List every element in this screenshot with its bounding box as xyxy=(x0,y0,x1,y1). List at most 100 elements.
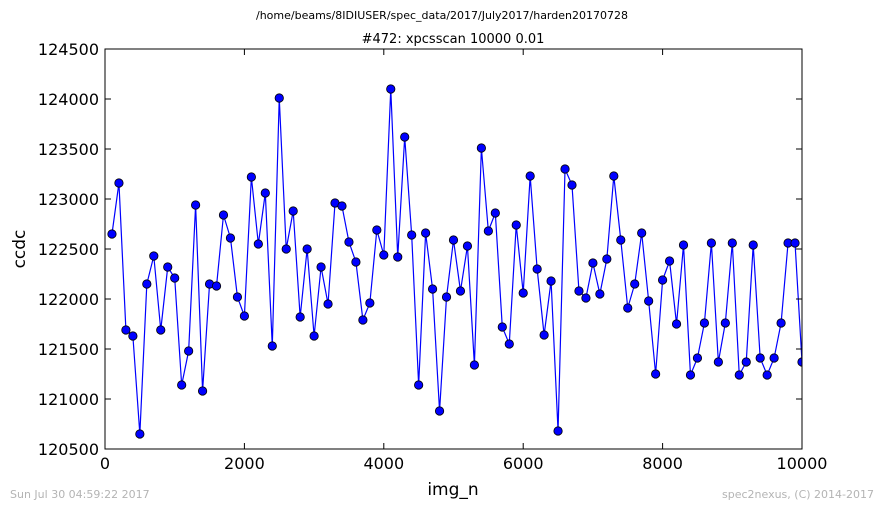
data-point xyxy=(274,93,284,103)
data-point xyxy=(323,299,333,309)
y-tick-label: 124500 xyxy=(38,40,99,59)
data-point xyxy=(337,201,347,211)
data-point xyxy=(316,262,326,272)
data-point xyxy=(483,226,493,236)
data-point xyxy=(776,318,786,328)
x-tick-label: 4000 xyxy=(363,454,404,473)
y-tick-label: 123000 xyxy=(38,190,99,209)
x-tick-label: 6000 xyxy=(503,454,544,473)
data-point xyxy=(197,386,208,396)
data-point xyxy=(218,210,229,220)
data-point xyxy=(595,289,605,299)
data-point xyxy=(239,311,249,321)
data-point xyxy=(560,164,570,174)
x-axis-label: img_n xyxy=(427,480,478,500)
data-point xyxy=(246,172,256,182)
data-point xyxy=(671,319,682,329)
data-point xyxy=(358,315,368,325)
y-tick-label: 122000 xyxy=(38,290,99,309)
data-point xyxy=(288,206,298,216)
x-tick-label: 0 xyxy=(100,454,110,473)
data-point xyxy=(720,318,730,328)
data-point xyxy=(567,180,577,190)
data-point xyxy=(713,357,723,367)
data-point xyxy=(184,346,194,356)
data-point xyxy=(386,84,396,94)
data-point xyxy=(706,238,716,248)
data-point xyxy=(393,252,403,262)
data-point xyxy=(441,292,452,302)
data-point xyxy=(692,353,703,363)
data-point xyxy=(769,353,779,363)
data-point xyxy=(490,208,500,218)
data-point xyxy=(623,303,633,313)
x-tick-label: 8000 xyxy=(642,454,683,473)
data-point xyxy=(372,225,382,235)
data-point xyxy=(685,370,696,380)
data-point xyxy=(574,286,584,296)
data-point xyxy=(462,241,473,251)
axis-ticks: 0 2000 4000 6000 8000 10000 120500 121000 121500… xyxy=(38,40,828,473)
data-point xyxy=(644,296,654,306)
data-point xyxy=(253,239,263,249)
data-point xyxy=(741,357,751,367)
data-point xyxy=(427,284,438,294)
data-point xyxy=(525,171,535,181)
data-point xyxy=(678,240,689,250)
data-point xyxy=(135,429,145,439)
data-point xyxy=(414,380,424,390)
data-point xyxy=(748,240,758,250)
data-point xyxy=(170,273,180,283)
file-path-title: /home/beams/8IDIUSER/spec_data/2017/July… xyxy=(256,9,628,22)
data-point xyxy=(128,331,138,341)
data-point xyxy=(211,281,222,291)
data-point xyxy=(532,264,542,274)
data-point xyxy=(581,293,591,303)
data-point xyxy=(630,279,640,289)
data-point xyxy=(163,262,173,272)
data-point xyxy=(651,369,661,379)
data-point xyxy=(177,380,187,390)
data-point xyxy=(407,230,417,240)
data-point xyxy=(455,286,466,296)
data-point xyxy=(121,325,131,335)
data-point xyxy=(657,275,668,285)
data-point xyxy=(518,288,528,298)
data-point xyxy=(553,426,563,436)
y-tick-label: 121000 xyxy=(38,390,99,409)
data-series xyxy=(107,84,802,439)
data-point xyxy=(616,235,626,245)
data-point xyxy=(149,251,159,261)
y-tick-label: 124000 xyxy=(38,90,99,109)
data-point xyxy=(379,250,389,260)
data-point xyxy=(699,318,710,328)
data-point xyxy=(434,406,445,416)
data-point xyxy=(156,325,166,335)
data-point xyxy=(539,330,549,340)
y-tick-label: 123500 xyxy=(38,140,99,159)
data-point xyxy=(351,257,361,267)
data-point xyxy=(602,254,612,264)
data-point xyxy=(762,370,772,380)
data-point xyxy=(755,353,765,363)
data-point xyxy=(260,188,270,198)
data-point xyxy=(302,244,312,254)
scan-title: #472: xpcsscan 10000 0.01 xyxy=(362,32,545,47)
data-point xyxy=(727,238,737,248)
data-point xyxy=(504,339,514,349)
data-point xyxy=(107,229,117,239)
data-point xyxy=(637,228,647,238)
data-point xyxy=(609,171,619,181)
data-point xyxy=(114,178,124,188)
data-point xyxy=(400,132,410,142)
x-tick-label: 10000 xyxy=(777,454,828,473)
y-tick-label: 120500 xyxy=(38,440,99,459)
data-point xyxy=(588,258,598,268)
data-point xyxy=(469,360,480,370)
data-point xyxy=(309,331,319,341)
footer-timestamp: Sun Jul 30 04:59:22 2017 xyxy=(10,488,150,501)
data-point xyxy=(476,143,486,153)
data-point xyxy=(448,235,459,245)
data-point xyxy=(421,228,431,238)
